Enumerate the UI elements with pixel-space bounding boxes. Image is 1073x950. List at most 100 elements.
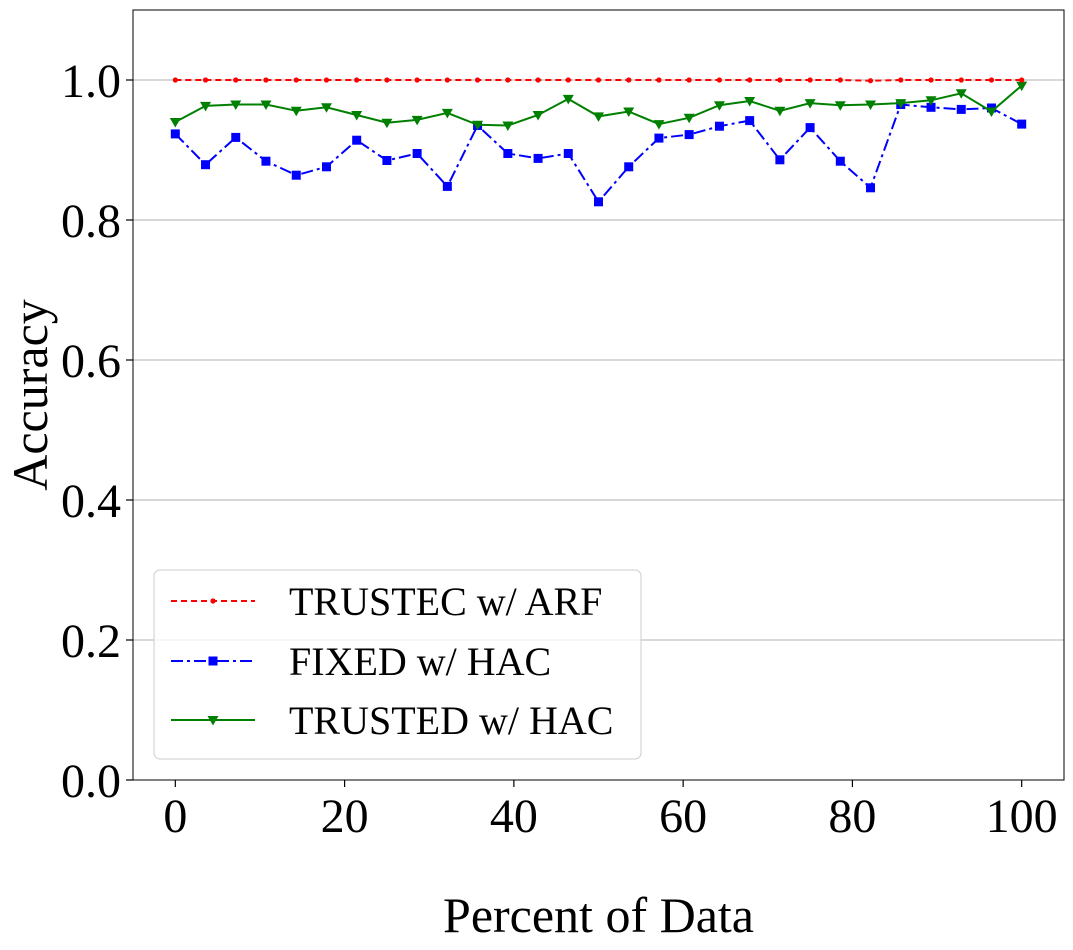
data-point [867, 78, 874, 84]
data-point [233, 77, 239, 83]
legend-label: TRUSTEC w/ ARF [289, 579, 602, 624]
data-point [926, 102, 936, 112]
data-point [472, 120, 484, 131]
series-0 [172, 77, 1025, 84]
data-point [747, 77, 753, 83]
data-point [384, 77, 390, 83]
x-tick-label: 0 [163, 790, 187, 843]
data-point [565, 77, 571, 83]
x-tick-label: 40 [490, 790, 538, 843]
legend-label: FIXED w/ HAC [289, 639, 551, 684]
legend-box [153, 569, 642, 760]
data-point [958, 77, 964, 83]
x-tick-label: 20 [321, 790, 369, 843]
data-point [172, 77, 178, 83]
data-point [201, 160, 211, 170]
data-point [169, 118, 181, 128]
data-point [563, 149, 573, 158]
data-point [683, 113, 695, 124]
data-point [985, 107, 997, 117]
data-point [774, 106, 786, 117]
data-point [595, 77, 602, 83]
data-point [414, 77, 420, 83]
data-point [290, 106, 302, 117]
data-point [834, 101, 846, 111]
data-point [777, 77, 783, 83]
data-point [263, 77, 269, 83]
legend: TRUSTEC w/ ARF FIXED w/ HAC TRUSTED w/ H… [153, 569, 642, 760]
data-point [412, 149, 422, 158]
data-point [533, 153, 543, 163]
y-tick-label: 0.4 [61, 475, 121, 528]
data-point [925, 96, 937, 106]
data-point [1016, 81, 1028, 92]
data-point [804, 99, 816, 109]
data-point [1017, 119, 1027, 129]
data-point [716, 77, 723, 83]
data-point [624, 162, 634, 172]
data-point [654, 133, 664, 143]
data-point [444, 77, 450, 83]
data-point [988, 77, 995, 83]
x-axis-label: Percent of Data [443, 887, 754, 943]
data-point [656, 77, 662, 83]
legend-label: TRUSTED w/ HAC [289, 698, 613, 743]
x-tick-label: 100 [986, 790, 1058, 843]
data-point [837, 77, 843, 83]
y-axis-label: Accuracy [2, 299, 58, 491]
data-point [535, 77, 541, 83]
y-tick-label: 0.2 [61, 615, 121, 668]
data-point [714, 121, 724, 131]
data-point [866, 183, 876, 193]
series-layer [169, 77, 1028, 207]
data-point [474, 77, 481, 83]
data-point [261, 156, 271, 166]
data-point [744, 97, 756, 107]
y-tick-label: 0.0 [61, 755, 121, 808]
data-point [352, 135, 362, 145]
legend-marker [207, 716, 219, 726]
data-point [441, 108, 453, 119]
data-point [442, 181, 452, 191]
data-point [291, 170, 301, 180]
data-point [895, 99, 907, 109]
data-point [775, 155, 785, 165]
data-point [382, 156, 392, 165]
legend-marker [208, 656, 218, 666]
data-point [807, 77, 813, 83]
data-point [835, 156, 845, 166]
data-point [562, 94, 574, 105]
data-point [684, 130, 694, 140]
data-point [411, 115, 423, 126]
legend-marker [210, 598, 216, 604]
y-tick-label: 1.0 [61, 55, 121, 108]
x-tick-label: 60 [659, 790, 707, 843]
data-point [293, 77, 299, 83]
data-point [323, 77, 330, 83]
data-point [230, 100, 242, 110]
data-point [686, 77, 692, 83]
data-point [956, 104, 966, 114]
y-tick-label: 0.6 [61, 335, 121, 388]
data-point [505, 77, 511, 83]
data-point [594, 197, 603, 207]
data-point [865, 100, 877, 110]
data-point [260, 100, 272, 110]
data-point [532, 111, 544, 121]
data-point [354, 77, 360, 83]
x-tick-label: 80 [828, 790, 876, 843]
data-point [623, 107, 635, 117]
data-point [745, 116, 755, 126]
data-point [320, 103, 332, 113]
legend-entry-fixed-hac: FIXED w/ HAC [171, 639, 551, 684]
data-point [202, 77, 209, 83]
data-point [805, 123, 815, 133]
data-point [898, 77, 904, 83]
data-point [200, 101, 212, 112]
data-point [593, 112, 604, 122]
data-point [626, 77, 632, 83]
axis-ticks: 0.0 0.2 0.4 0.6 0.8 1.0 0 20 40 60 80 100 [61, 55, 1058, 843]
data-point [1019, 77, 1025, 83]
plot-frame [132, 9, 1065, 781]
legend-entry-trustec-arf: TRUSTEC w/ ARF [171, 579, 602, 624]
